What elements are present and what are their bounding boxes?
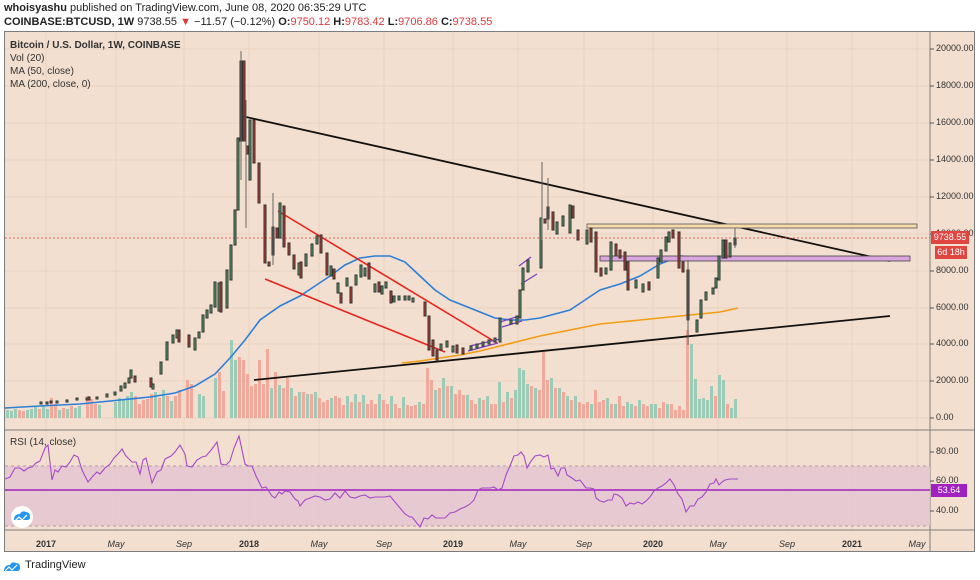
resistance-zone bbox=[586, 223, 918, 229]
chart-legend: Bitcoin / U.S. Dollar, 1W, COINBASE Vol … bbox=[10, 39, 181, 91]
high-value: 9783.42 bbox=[344, 16, 385, 28]
low-value: 9706.86 bbox=[398, 16, 438, 28]
time-label: 2019 bbox=[442, 539, 464, 549]
time-label: Sep bbox=[175, 539, 193, 549]
legend-volume[interactable]: Vol (20) bbox=[10, 53, 45, 64]
chart-frame[interactable] bbox=[4, 31, 975, 552]
wedge-upper-line bbox=[277, 210, 498, 344]
tradingview-logo-icon bbox=[4, 562, 20, 572]
close-label: C: bbox=[440, 16, 453, 28]
price-tick: 18000.00 bbox=[936, 80, 974, 90]
candles bbox=[39, 51, 737, 405]
price-tick: 12000.00 bbox=[936, 191, 974, 201]
author-name[interactable]: whoisyashu bbox=[4, 2, 67, 14]
open-value: 9750.12 bbox=[290, 16, 331, 28]
footer-brand[interactable]: TradingView bbox=[4, 559, 86, 571]
time-label: May bbox=[908, 539, 926, 549]
price-tick: 6000.00 bbox=[936, 302, 969, 312]
legend-title[interactable]: Bitcoin / U.S. Dollar, 1W, COINBASE bbox=[10, 40, 181, 51]
bar-countdown-tag: 6d 18h bbox=[935, 246, 967, 259]
rsi-tick: 60.00 bbox=[936, 475, 959, 485]
time-label: May bbox=[709, 539, 727, 549]
rsi-line bbox=[4, 434, 738, 529]
price-tick: 4000.00 bbox=[936, 338, 969, 348]
wedge-lower-line bbox=[264, 278, 446, 353]
rsi-value-tag: 53.64 bbox=[931, 484, 967, 497]
publish-info: whoisyashu published on TradingView.com,… bbox=[4, 2, 366, 14]
legend-ma50[interactable]: MA (50, close) bbox=[10, 66, 74, 77]
time-label: 2021 bbox=[841, 539, 863, 549]
ma50-line bbox=[4, 255, 738, 409]
open-label: O: bbox=[278, 16, 291, 28]
price-change: −11.57 (−0.12%) bbox=[194, 16, 276, 28]
time-label: 2017 bbox=[35, 539, 57, 549]
last-price-tag: 9738.55 bbox=[931, 231, 969, 244]
low-label: L: bbox=[387, 16, 399, 28]
published-text: published on TradingView.com, June 08, 2… bbox=[70, 2, 367, 14]
price-tick: 8000.00 bbox=[936, 265, 969, 275]
price-tick: 16000.00 bbox=[936, 117, 974, 127]
rsi-tick: 80.00 bbox=[936, 446, 959, 456]
symbol-label: COINBASE:BTCUSD, 1W bbox=[4, 16, 135, 28]
symbol-info-bar: COINBASE:BTCUSD, 1W 9738.55 ▼ −11.57 (−0… bbox=[4, 16, 492, 28]
time-label: May bbox=[509, 539, 527, 549]
time-label: 2020 bbox=[642, 539, 664, 549]
time-label: Sep bbox=[778, 539, 796, 549]
time-label: May bbox=[107, 539, 125, 549]
down-arrow-icon: ▼ bbox=[180, 16, 191, 28]
rsi-legend[interactable]: RSI (14, close) bbox=[10, 437, 77, 448]
close-value: 9738.55 bbox=[452, 16, 493, 28]
last-price: 9738.55 bbox=[137, 16, 177, 28]
price-tick: 0.00 bbox=[936, 412, 954, 422]
support-zone bbox=[599, 255, 911, 262]
ma200-line bbox=[401, 307, 739, 364]
time-label: 2018 bbox=[238, 539, 260, 549]
descending-trendline bbox=[245, 116, 891, 262]
rsi-band bbox=[5, 466, 930, 526]
price-axis-ticks bbox=[930, 48, 934, 512]
grid-lines bbox=[5, 32, 930, 530]
price-tick: 2000.00 bbox=[936, 375, 969, 385]
volume-bars bbox=[6, 330, 737, 418]
rsi-tick: 40.00 bbox=[936, 505, 959, 515]
time-label: May bbox=[310, 539, 328, 549]
time-label: Sep bbox=[575, 539, 593, 549]
time-label: Sep bbox=[375, 539, 393, 549]
ascending-trendline bbox=[253, 315, 891, 381]
price-tick: 20000.00 bbox=[936, 43, 974, 53]
high-label: H: bbox=[333, 16, 345, 28]
brand-name[interactable]: TradingView bbox=[25, 559, 86, 571]
tradingview-badge-icon bbox=[11, 506, 33, 528]
price-tick: 14000.00 bbox=[936, 154, 974, 164]
legend-ma200[interactable]: MA (200, close, 0) bbox=[10, 79, 91, 90]
